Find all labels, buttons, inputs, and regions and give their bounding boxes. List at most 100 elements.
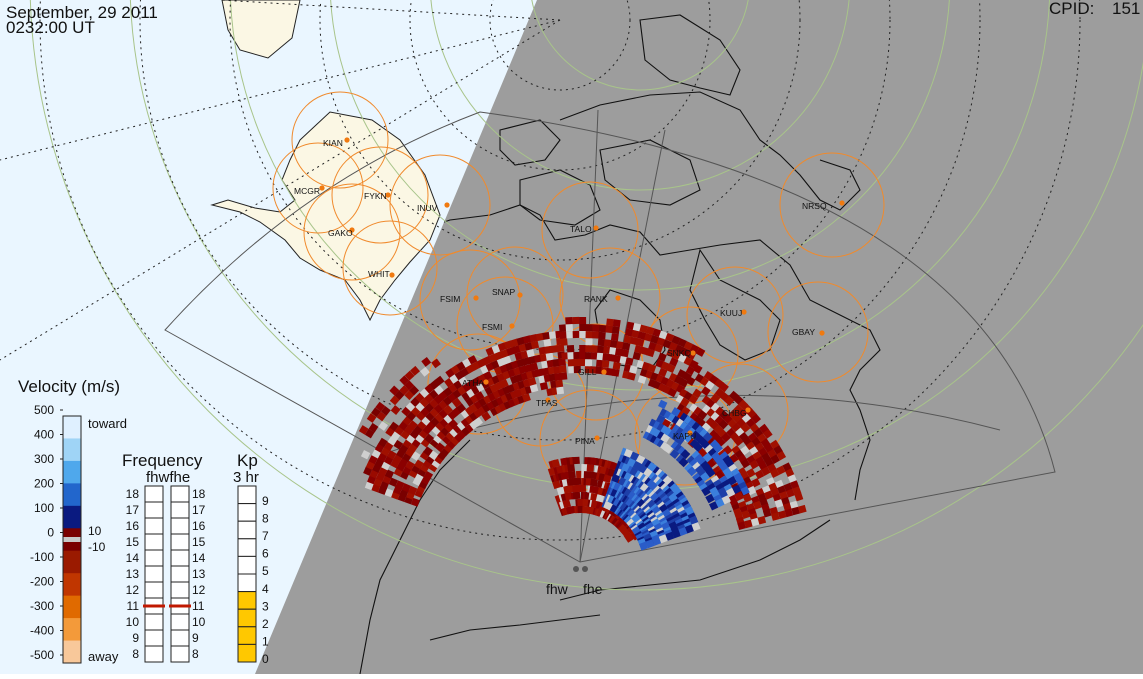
- frequency-cell-fhw: [144, 629, 164, 647]
- echo-cell: [634, 345, 643, 354]
- frequency-tick-left: 13: [126, 567, 140, 581]
- echo-cell: [597, 338, 606, 347]
- echo-cell: [785, 488, 795, 498]
- echo-cell: [527, 377, 537, 386]
- echo-cell: [518, 343, 528, 353]
- echo-cell: [483, 370, 493, 381]
- echo-cell: [719, 382, 729, 393]
- kp-cell: [237, 573, 257, 593]
- frequency-cell-fhe: [170, 645, 190, 663]
- echo-cell: [674, 344, 685, 354]
- frequency-tick-left: 18: [126, 487, 140, 501]
- echo-cell: [784, 508, 794, 518]
- echo-cell: [674, 435, 685, 446]
- echo-cell: [420, 366, 430, 377]
- echo-cell: [404, 380, 415, 391]
- velocity-echoes: [358, 316, 807, 551]
- echo-cell: [568, 365, 576, 374]
- echo-cell: [774, 499, 784, 508]
- echo-cell: [473, 416, 483, 427]
- echo-cell: [499, 378, 509, 389]
- frequency-tick-left: 10: [126, 615, 140, 629]
- echo-cell: [671, 335, 681, 345]
- echo-cell: [566, 330, 574, 339]
- echo-cell: [474, 391, 485, 401]
- echo-cell: [376, 411, 387, 422]
- echo-cell: [559, 331, 568, 339]
- echo-cell: [401, 483, 411, 493]
- station-markers: KIAN MCGR FYKN INUV GAKO WHIT TALO NRSQ FSIM SNAP…: [294, 137, 845, 446]
- echo-cell: [387, 450, 397, 460]
- echo-cell: [648, 341, 657, 351]
- echo-cell: [603, 346, 611, 355]
- frequency-legend-title: Frequency: [122, 451, 203, 470]
- echo-cell: [389, 385, 400, 396]
- echo-cell: [762, 429, 773, 439]
- echo-cell: [686, 376, 696, 386]
- kp-tick-label: 7: [262, 529, 269, 543]
- echo-cell: [655, 414, 666, 424]
- echo-cell: [572, 491, 581, 500]
- echo-cell: [546, 359, 555, 368]
- echo-cell: [665, 332, 675, 342]
- echo-cell: [585, 331, 593, 339]
- kp-cell: [237, 608, 257, 628]
- velocity-tick-label: 200: [34, 477, 54, 491]
- echo-cell: [697, 409, 708, 420]
- echo-cell: [410, 497, 420, 507]
- echo-cell: [734, 491, 744, 502]
- echo-cell: [680, 347, 691, 357]
- echo-cell: [794, 492, 804, 502]
- velocity-tick-label: 400: [34, 428, 54, 442]
- echo-cell: [737, 521, 746, 530]
- echo-cell: [529, 384, 539, 393]
- date-label: September, 29 2011: [6, 3, 158, 22]
- echo-cell: [522, 393, 531, 403]
- echo-cell: [565, 316, 573, 325]
- kp-legend: Kp 3 hr 9 8 7 6 5 4 3 2 1 0: [233, 451, 269, 666]
- station-label-snap: SNAP: [492, 287, 515, 297]
- echo-cell: [405, 460, 415, 471]
- echo-cell: [798, 504, 807, 514]
- echo-cell: [404, 370, 415, 381]
- echo-cell: [669, 357, 679, 367]
- frequency-tick-left: 14: [126, 551, 140, 565]
- echo-cell: [591, 345, 599, 353]
- echo-cell: [667, 387, 678, 398]
- echo-cell: [539, 353, 548, 362]
- echo-cell: [551, 458, 560, 468]
- echo-cell: [550, 345, 559, 353]
- station-label-fykn: FYKN: [364, 191, 387, 201]
- echo-cell: [526, 348, 535, 358]
- echo-cell: [579, 344, 587, 352]
- echo-cell: [611, 473, 621, 483]
- frequency-tick-right: 14: [192, 551, 206, 565]
- echo-cell: [510, 338, 519, 348]
- echo-cell: [380, 405, 391, 416]
- velocity-tick-label: -500: [30, 648, 54, 662]
- echo-cell: [410, 365, 420, 376]
- echo-cell: [645, 326, 655, 336]
- echo-cell: [552, 480, 562, 490]
- echo-cell: [451, 397, 462, 408]
- frequency-tick-left: 16: [126, 519, 140, 533]
- echo-cell: [611, 326, 620, 335]
- station-label-fsim: FSIM: [440, 294, 460, 304]
- kp-tick-label: 5: [262, 564, 269, 578]
- echo-cell: [702, 432, 713, 442]
- echo-cell: [545, 352, 554, 361]
- echo-cell: [747, 485, 757, 496]
- toward-label: toward: [88, 416, 127, 431]
- echo-cell: [623, 335, 632, 344]
- echo-cell: [584, 366, 592, 374]
- mlt-grid: [0, 0, 1081, 541]
- velocity-legend-title: Velocity (m/s): [18, 377, 120, 396]
- echo-cell: [610, 333, 619, 342]
- kp-legend-subtitle: 3 hr: [233, 469, 259, 486]
- station-label-kapu: KAPU: [673, 431, 696, 441]
- echo-cell: [705, 493, 715, 504]
- echo-cell: [668, 341, 678, 352]
- echo-cell: [601, 360, 610, 368]
- echo-cell: [555, 379, 564, 388]
